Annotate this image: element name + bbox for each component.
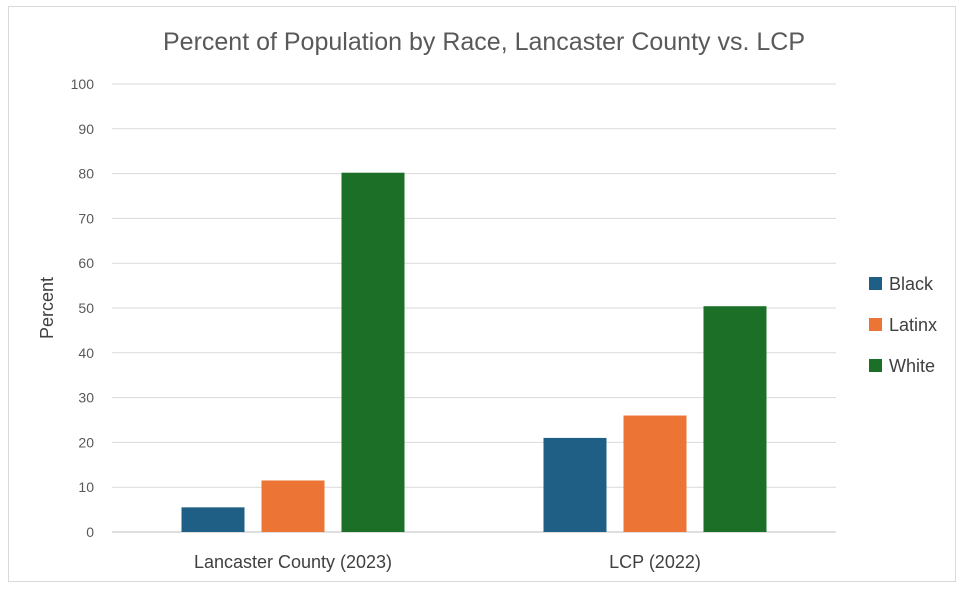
legend-swatch-white — [869, 359, 882, 372]
y-tick-label: 80 — [78, 166, 94, 182]
x-category-label: Lancaster County (2023) — [194, 552, 392, 572]
bars — [181, 172, 767, 533]
y-tick-label: 30 — [78, 390, 94, 406]
legend-label-latinx: Latinx — [889, 315, 937, 335]
legend-swatch-black — [869, 277, 882, 290]
y-tick-label: 20 — [78, 434, 94, 450]
bar-black-1 — [543, 437, 607, 532]
y-tick-label: 50 — [78, 300, 94, 316]
legend-swatch-latinx — [869, 318, 882, 331]
y-tick-label: 100 — [71, 76, 95, 92]
y-axis-ticks: 0 10 20 30 40 50 60 70 80 90 100 — [71, 76, 95, 540]
y-tick-label: 0 — [86, 524, 94, 540]
legend-label-black: Black — [889, 274, 934, 294]
chart-frame — [8, 6, 956, 582]
y-tick-label: 70 — [78, 210, 94, 226]
y-axis-label: Percent — [37, 277, 57, 339]
bar-white-1 — [703, 306, 767, 532]
y-tick-label: 90 — [78, 121, 94, 137]
bar-black-0 — [181, 507, 245, 532]
legend: Black Latinx White — [869, 274, 937, 376]
y-tick-label: 60 — [78, 255, 94, 271]
legend-label-white: White — [889, 356, 935, 376]
x-category-label: LCP (2022) — [609, 552, 701, 572]
chart-title: Percent of Population by Race, Lancaster… — [163, 28, 805, 56]
bar-latinx-1 — [623, 415, 687, 532]
y-tick-label: 10 — [78, 479, 94, 495]
x-axis-categories: Lancaster County (2023) LCP (2022) — [194, 552, 701, 572]
bar-white-0 — [341, 172, 405, 533]
y-tick-label: 40 — [78, 345, 94, 361]
bar-latinx-0 — [261, 480, 325, 532]
